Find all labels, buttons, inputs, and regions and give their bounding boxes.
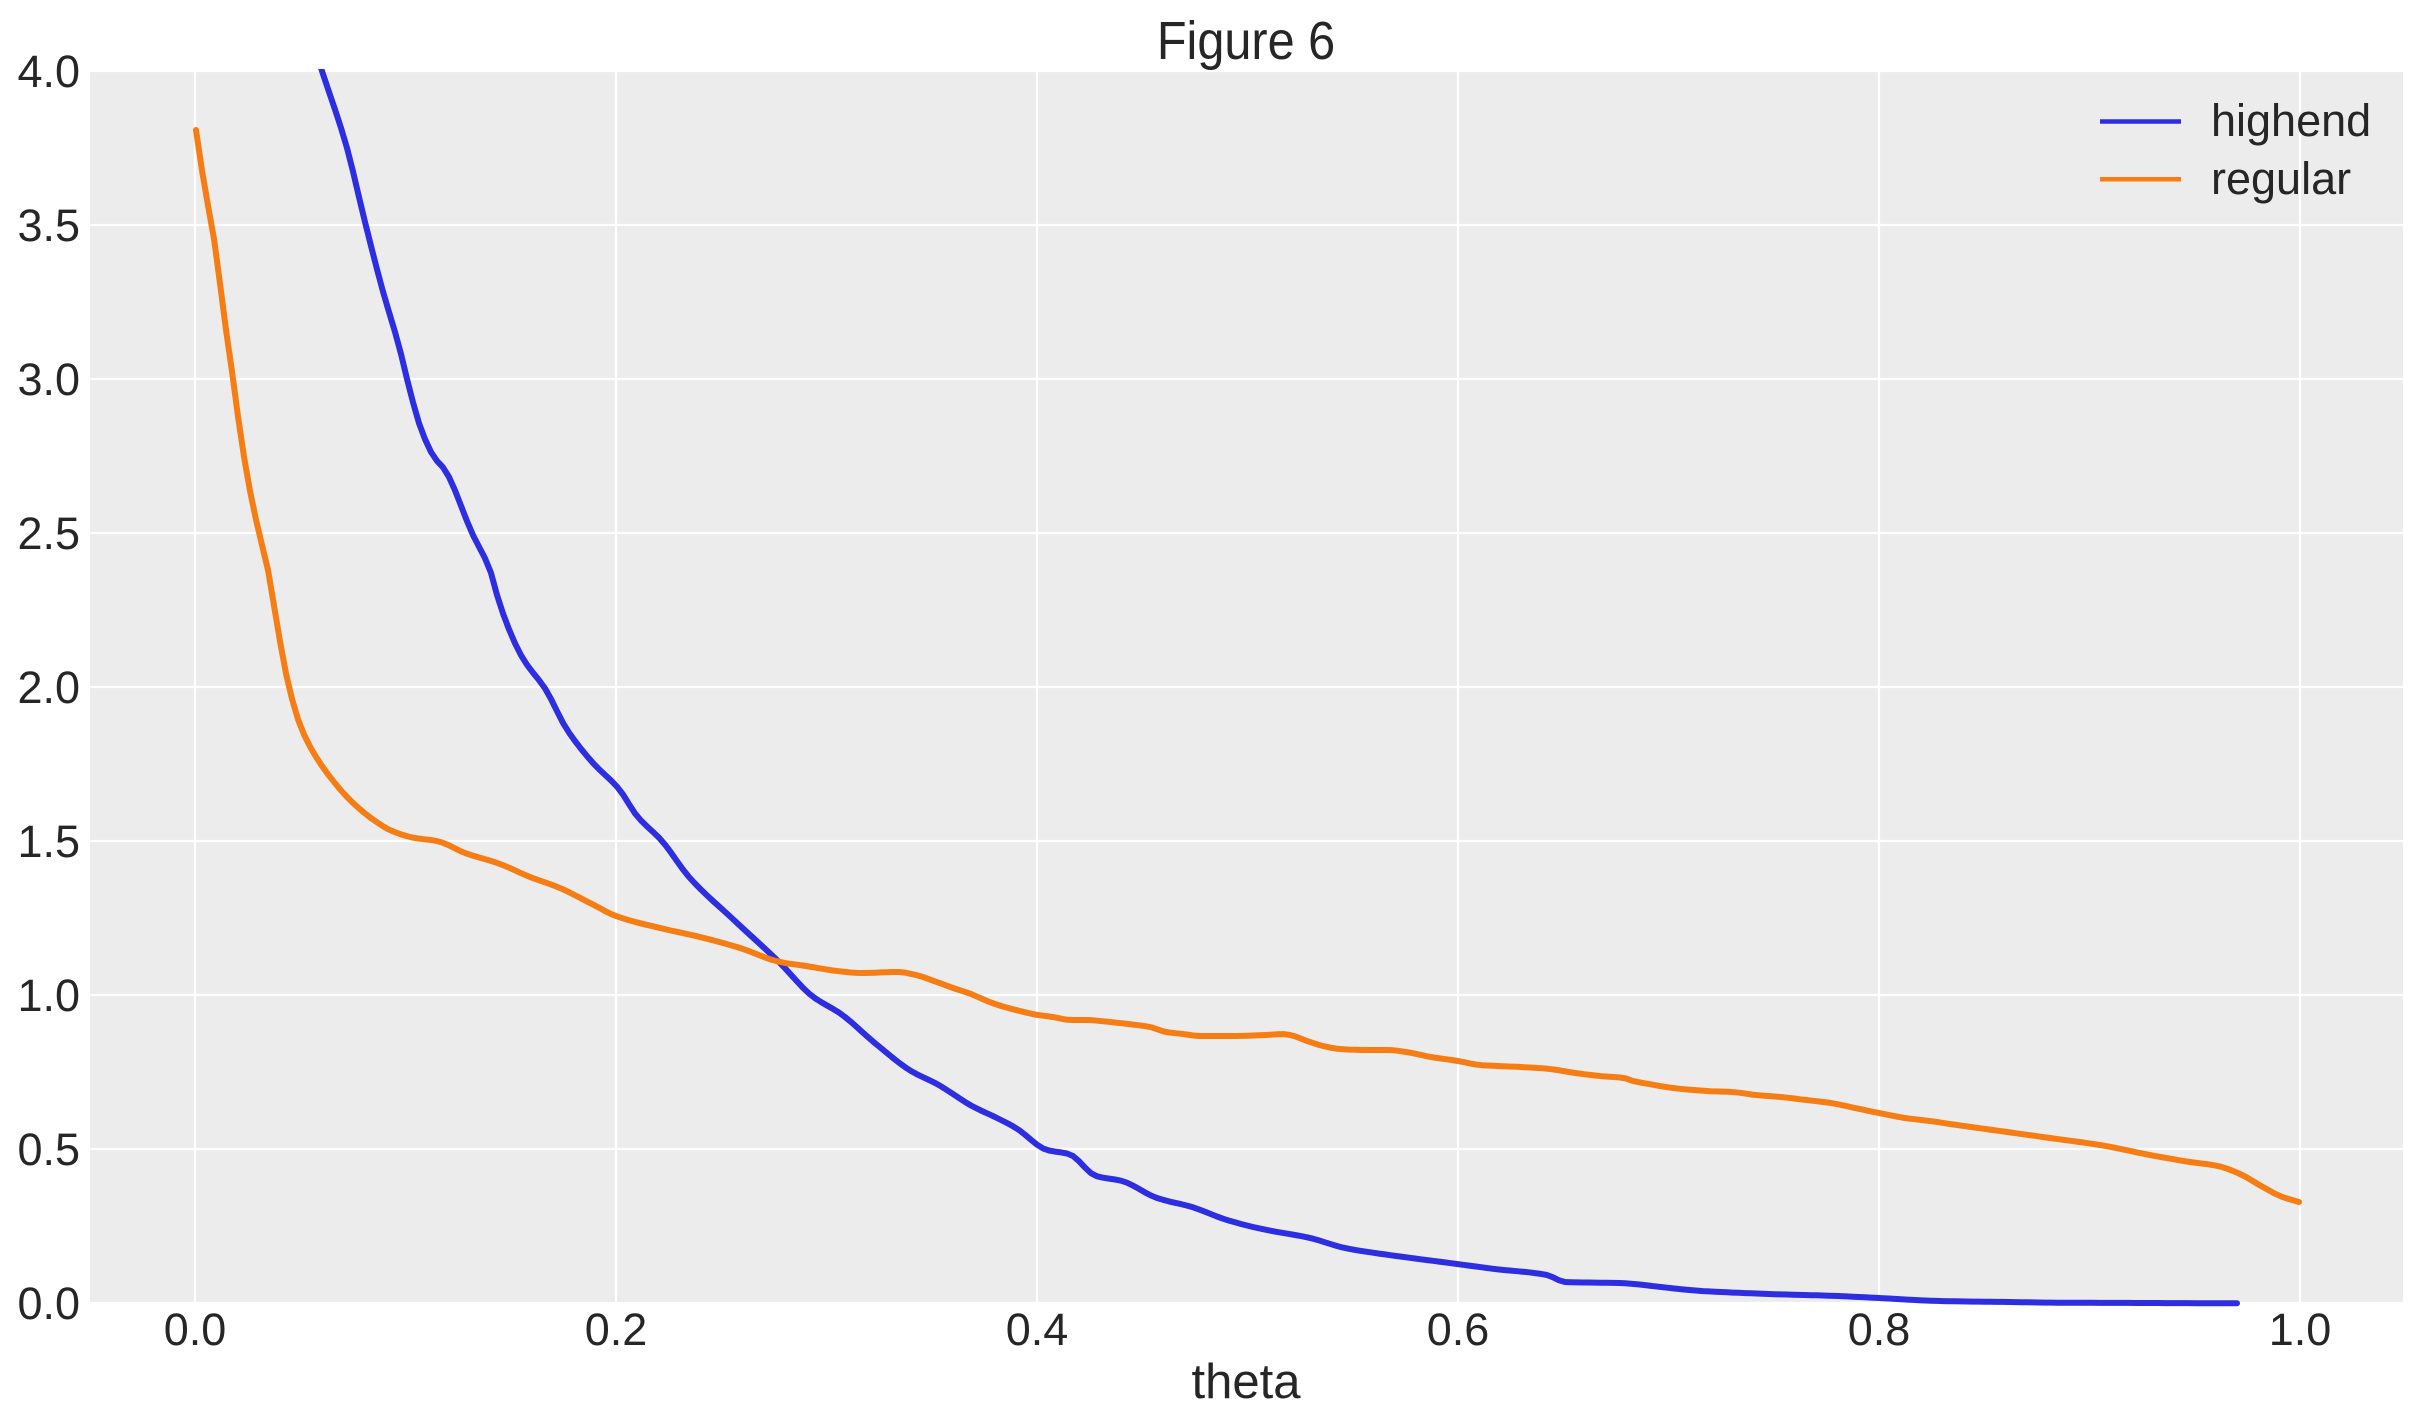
- svg-text:1.0: 1.0: [17, 970, 80, 1021]
- svg-text:theta: theta: [1192, 1355, 1302, 1409]
- svg-text:highend: highend: [2211, 95, 2371, 146]
- svg-text:0.0: 0.0: [164, 1304, 227, 1355]
- svg-text:1.5: 1.5: [17, 816, 80, 867]
- svg-text:0.5: 0.5: [17, 1124, 80, 1175]
- svg-text:1.0: 1.0: [2269, 1304, 2332, 1355]
- svg-text:2.5: 2.5: [17, 508, 80, 559]
- svg-text:Figure 6: Figure 6: [1157, 10, 1335, 71]
- svg-text:regular: regular: [2211, 153, 2351, 204]
- svg-text:0.2: 0.2: [585, 1304, 648, 1355]
- svg-text:0.0: 0.0: [17, 1278, 80, 1329]
- svg-text:0.6: 0.6: [1427, 1304, 1490, 1355]
- svg-text:3.0: 3.0: [17, 354, 80, 405]
- svg-text:3.5: 3.5: [17, 200, 80, 251]
- svg-text:2.0: 2.0: [17, 662, 80, 713]
- svg-text:0.4: 0.4: [1006, 1304, 1069, 1355]
- svg-text:0.8: 0.8: [1848, 1304, 1911, 1355]
- svg-text:4.0: 4.0: [17, 46, 80, 97]
